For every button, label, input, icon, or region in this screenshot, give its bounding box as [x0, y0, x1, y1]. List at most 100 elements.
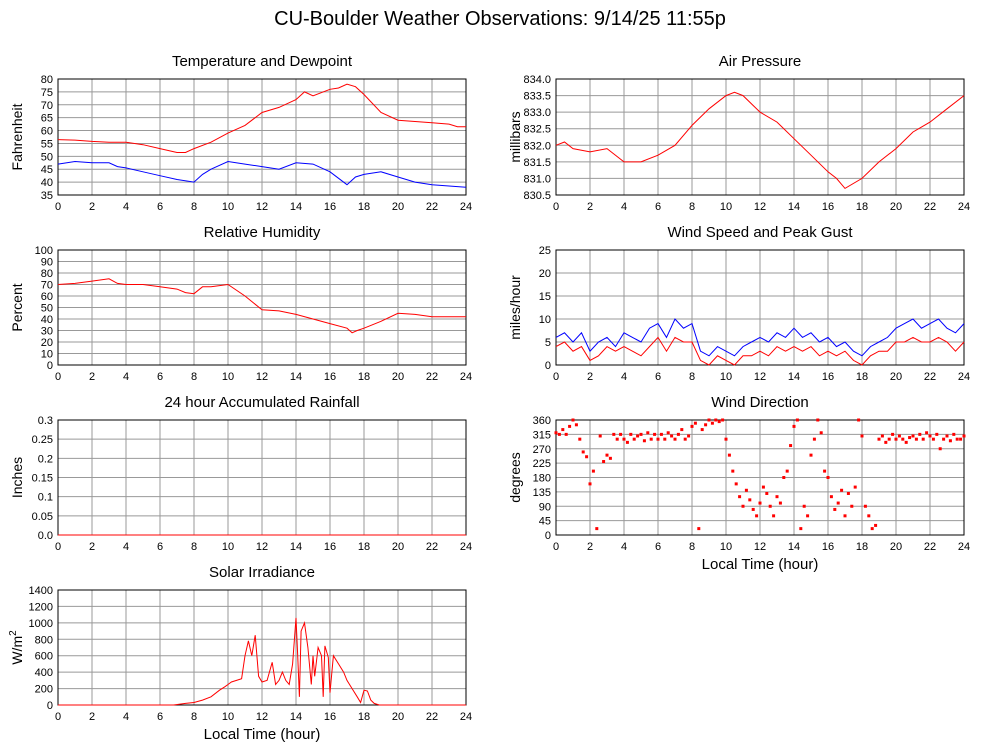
x-tick-label: 8 [191, 201, 197, 213]
series-line [57, 278, 466, 334]
y-axis-label: miles/hour [507, 275, 523, 340]
data-point [591, 469, 595, 473]
x-axis-label: Local Time (hour) [702, 556, 819, 573]
y-tick-label: 0.2 [38, 453, 53, 465]
data-point [724, 437, 728, 441]
data-point [629, 432, 633, 436]
data-point [734, 482, 738, 486]
x-tick-label: 20 [392, 371, 404, 383]
data-point [836, 501, 840, 505]
data-point [850, 504, 854, 508]
data-point [867, 514, 871, 518]
data-point [741, 504, 745, 508]
data-point [843, 514, 847, 518]
data-point [615, 437, 619, 441]
x-tick-label: 12 [754, 201, 766, 213]
data-point [571, 418, 575, 422]
x-tick-label: 2 [587, 541, 593, 553]
x-tick-label: 14 [788, 201, 800, 213]
data-point [605, 453, 609, 457]
data-point [877, 437, 881, 441]
chart-title: Wind Speed and Peak Gust [667, 224, 853, 241]
data-point [673, 437, 677, 441]
x-tick-label: 20 [392, 541, 404, 553]
data-point [666, 431, 670, 435]
x-tick-label: 16 [822, 201, 834, 213]
x-tick-label: 18 [358, 371, 370, 383]
x-tick-label: 22 [924, 371, 936, 383]
y-tick-label: 90 [539, 501, 551, 513]
data-point [557, 432, 561, 436]
data-point [598, 434, 602, 438]
y-axis-label: millibars [507, 111, 523, 162]
x-tick-label: 6 [655, 541, 661, 553]
data-point [656, 437, 660, 441]
y-axis-label-text: Fahrenheit [9, 103, 25, 170]
data-point [758, 501, 762, 505]
y-axis-label-superscript: 2 [8, 630, 19, 636]
chart-title: Relative Humidity [204, 224, 321, 241]
y-tick-label: 0.15 [32, 473, 53, 485]
data-point [602, 460, 606, 464]
x-tick-label: 24 [460, 541, 472, 553]
data-point [806, 514, 810, 518]
y-tick-label: 135 [533, 487, 551, 499]
series-line [57, 83, 466, 153]
x-tick-label: 16 [822, 541, 834, 553]
data-point [680, 428, 684, 432]
chart-title: Solar Irradiance [209, 564, 315, 581]
x-tick-label: 0 [553, 541, 559, 553]
x-tick-label: 4 [621, 201, 627, 213]
x-tick-label: 14 [788, 541, 800, 553]
data-point [938, 447, 942, 451]
y-tick-label: 0.1 [38, 492, 53, 504]
y-tick-label: 10 [539, 314, 551, 326]
data-point [731, 469, 735, 473]
y-tick-label: 90 [41, 257, 53, 269]
x-tick-label: 0 [55, 711, 61, 723]
data-point [710, 421, 714, 425]
chart-title: Air Pressure [719, 53, 802, 70]
series-line [555, 318, 965, 357]
data-point [683, 437, 687, 441]
chart-title: Wind Direction [711, 394, 809, 411]
y-tick-label: 832.5 [523, 124, 551, 136]
data-point [687, 434, 691, 438]
y-tick-label: 60 [41, 291, 53, 303]
y-axis-label-text: W/m [9, 636, 25, 665]
x-tick-label: 8 [191, 371, 197, 383]
y-tick-label: 45 [539, 516, 551, 528]
x-tick-label: 20 [392, 201, 404, 213]
data-point [568, 424, 572, 428]
plot-frame [57, 589, 467, 706]
plot-frame [555, 419, 965, 536]
y-tick-label: 0 [47, 700, 53, 712]
x-tick-label: 18 [856, 201, 868, 213]
data-point [564, 432, 568, 436]
data-point [816, 418, 820, 422]
data-point [809, 453, 813, 457]
x-axis-label: Local Time (hour) [204, 726, 321, 743]
y-tick-label: 80 [41, 74, 53, 86]
data-point [721, 418, 725, 422]
x-tick-label: 10 [720, 371, 732, 383]
data-point [959, 437, 963, 441]
data-point [585, 455, 589, 459]
x-tick-label: 24 [958, 541, 970, 553]
data-point [625, 440, 629, 444]
x-tick-label: 12 [754, 541, 766, 553]
data-point [578, 437, 582, 441]
y-tick-label: 45 [41, 164, 53, 176]
data-point [853, 485, 857, 489]
data-point [789, 444, 793, 448]
data-point [931, 437, 935, 441]
data-point [897, 434, 901, 438]
data-point [659, 432, 663, 436]
x-tick-label: 22 [426, 201, 438, 213]
data-point [690, 424, 694, 428]
x-tick-label: 0 [55, 201, 61, 213]
x-tick-label: 2 [89, 371, 95, 383]
y-tick-label: 15 [539, 291, 551, 303]
